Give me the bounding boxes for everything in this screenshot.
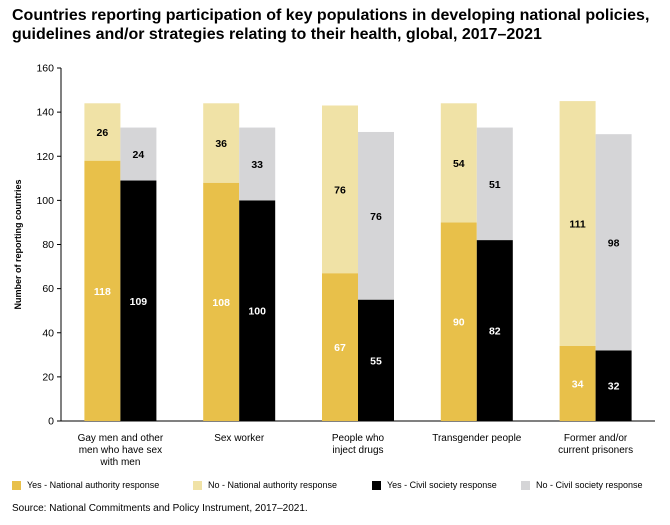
bar-data-label: 33 [251,159,263,171]
chart-legend: Yes - National authority response No - N… [12,480,662,494]
legend-label: No - Civil society response [536,480,643,490]
bar-segment [203,103,240,183]
legend-item-no-civil: No - Civil society response [521,480,643,490]
x-category-label: Former and/or [564,433,628,444]
bar-segment [559,101,596,346]
legend-item-no-national: No - National authority response [193,480,337,490]
legend-item-yes-national: Yes - National authority response [12,480,159,490]
bar-data-label: 32 [608,381,620,393]
y-tick-label: 160 [36,63,54,75]
x-category-label: current prisoners [558,445,633,456]
bar-segment [595,350,632,421]
legend-swatch [372,480,381,490]
bar-data-label: 98 [608,237,620,249]
bar-data-label: 55 [370,355,382,367]
x-category-label: inject drugs [332,445,383,456]
bar-segment [84,160,121,421]
x-category-label: men who have sex [79,445,162,456]
bar-segment [476,240,513,421]
y-tick-label: 20 [42,371,54,383]
y-tick-label: 0 [48,416,54,428]
y-tick-label: 100 [36,195,54,207]
source-note: Source: National Commitments and Policy … [12,503,308,514]
legend-label: No - National authority response [208,480,338,490]
bar-data-label: 109 [130,296,148,308]
y-axis-title: Number of reporting countries [13,179,23,309]
bar-data-label: 67 [334,342,346,354]
chart-title: Countries reporting participation of key… [12,7,650,43]
bar-segment [440,222,477,421]
bar-segment [322,105,358,274]
legend-swatch [193,480,202,490]
bar-data-label: 111 [569,219,586,231]
bar-segment [322,273,358,421]
y-tick-label: 80 [42,239,54,251]
bar-data-label: 34 [572,378,584,390]
legend-item-yes-civil: Yes - Civil society response [372,480,497,490]
bar-data-label: 82 [489,326,501,338]
x-category-label: People who [332,433,385,444]
x-category-label: Gay men and other [78,433,164,444]
x-category-label: with men [99,457,140,468]
bar-data-label: 108 [212,297,230,309]
bar-data-label: 90 [453,317,465,329]
bar-segment [358,131,394,300]
bar-segment [559,345,596,421]
bar-data-label: 51 [489,179,501,191]
bar-data-label: 118 [94,286,111,298]
bar-segment [239,127,276,201]
bar-segment [595,134,632,351]
bar-data-label: 26 [97,127,109,139]
bar-segment [476,127,513,241]
bar-data-label: 76 [370,211,382,223]
bar-segment [120,180,157,421]
bar-data-label: 76 [334,184,346,196]
bar-segment [358,299,394,421]
y-tick-label: 60 [42,283,54,295]
x-category-label: Sex worker [214,433,265,444]
bar-data-label: 54 [453,158,465,170]
x-category-label: Transgender people [432,433,522,444]
legend-swatch [12,480,21,490]
bar-segment [239,200,276,421]
legend-swatch [521,480,530,490]
bar-data-label: 36 [215,138,227,150]
y-tick-label: 120 [36,151,54,163]
y-tick-label: 40 [42,327,54,339]
bar-segment [120,127,157,181]
bar-data-label: 24 [133,149,145,161]
legend-label: Yes - Civil society response [387,480,497,490]
bar-segment [84,103,121,161]
bar-segment [203,182,240,421]
bar-data-label: 100 [248,306,266,318]
y-tick-label: 140 [36,107,54,119]
bar-segment [440,103,477,223]
legend-label: Yes - National authority response [27,480,160,490]
